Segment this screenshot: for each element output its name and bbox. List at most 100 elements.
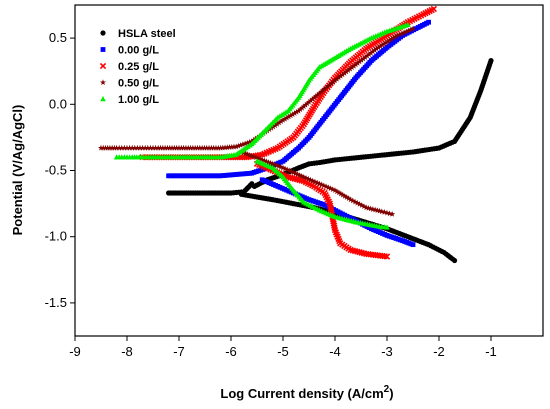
- data-point: [219, 144, 226, 151]
- data-point: [282, 165, 289, 172]
- data-point: [187, 144, 194, 151]
- data-point: [335, 74, 342, 81]
- data-point: [155, 144, 162, 151]
- data-point: [327, 185, 334, 192]
- data-point: [100, 144, 107, 151]
- data-point: [401, 29, 408, 36]
- data-point: [129, 144, 136, 151]
- data-point: [365, 51, 373, 58]
- data-point: [283, 114, 290, 121]
- y-tick-label: 0.5: [49, 30, 67, 45]
- data-point: [390, 34, 397, 41]
- data-point: [279, 116, 287, 123]
- data-point: [152, 144, 159, 151]
- data-point: [121, 144, 128, 151]
- data-point: [488, 58, 494, 64]
- data-point: [246, 151, 253, 158]
- data-point: [314, 91, 321, 98]
- data-point: [343, 68, 350, 75]
- legend-marker: [99, 62, 107, 70]
- data-point: [362, 54, 369, 60]
- data-point: [233, 143, 240, 150]
- data-point: [164, 144, 171, 151]
- data-point: [259, 156, 266, 163]
- data-point: [347, 65, 354, 72]
- data-point: [295, 107, 302, 114]
- data-point: [261, 157, 268, 164]
- data-point: [278, 118, 285, 125]
- data-point: [316, 180, 323, 187]
- data-point: [272, 122, 279, 129]
- data-point: [274, 120, 281, 127]
- data-point: [386, 37, 393, 43]
- data-point: [250, 153, 257, 160]
- data-point: [296, 172, 303, 178]
- data-point: [248, 152, 255, 159]
- x-tick-label: -9: [69, 344, 81, 359]
- data-point: [290, 169, 297, 176]
- data-point: [405, 21, 411, 28]
- data-point: [228, 143, 235, 150]
- data-point: [192, 144, 199, 151]
- legend-label: 0.25 g/L: [118, 61, 159, 73]
- data-point: [178, 144, 185, 151]
- data-point: [111, 144, 118, 151]
- data-point: [325, 83, 332, 89]
- data-point: [277, 163, 284, 170]
- data-point: [113, 144, 120, 151]
- legend: HSLA steel 0.00 g/L 0.25 g/L 0.50 g/L 1.00 g…: [99, 28, 176, 106]
- data-point: [289, 111, 296, 117]
- data-point: [358, 57, 365, 63]
- data-point: [173, 144, 180, 151]
- data-point: [369, 48, 376, 55]
- data-point: [123, 144, 131, 151]
- x-axis-title: Log Current density (A/cm2): [220, 384, 393, 401]
- data-point: [293, 108, 300, 115]
- data-point: [104, 144, 111, 151]
- x-tick-label: -5: [277, 344, 289, 359]
- data-point: [267, 159, 274, 166]
- data-point: [246, 138, 253, 145]
- data-point: [194, 144, 201, 151]
- data-point: [208, 144, 215, 151]
- data-point: [109, 144, 116, 151]
- data-point: [102, 144, 109, 151]
- legend-label: 0.50 g/L: [118, 78, 159, 90]
- legend-marker: [99, 79, 107, 86]
- data-point: [131, 144, 138, 151]
- data-point: [250, 136, 257, 143]
- data-point: [180, 144, 187, 151]
- data-point: [356, 200, 363, 207]
- x-tick-label: -8: [121, 344, 133, 359]
- data-point: [305, 175, 312, 182]
- y-axis-ticks: -1.5 -1.0 -0.5 0.0 0.5: [45, 30, 75, 310]
- data-point: [341, 70, 348, 76]
- data-point: [389, 210, 396, 217]
- data-point: [304, 100, 311, 107]
- data-point: [244, 139, 251, 146]
- data-point: [136, 144, 144, 151]
- data-point: [409, 25, 417, 32]
- data-point: [271, 161, 278, 168]
- data-point: [349, 197, 356, 204]
- data-point: [325, 184, 332, 191]
- data-point: [405, 27, 412, 34]
- data-point: [237, 141, 244, 148]
- data-point: [410, 242, 416, 248]
- data-point: [298, 172, 305, 179]
- data-point: [330, 78, 337, 85]
- data-point: [373, 45, 380, 52]
- data-point: [175, 144, 183, 151]
- legend-label: 0.00 g/L: [118, 45, 159, 57]
- data-point: [337, 190, 344, 197]
- data-point: [286, 167, 293, 174]
- data-point: [294, 171, 301, 177]
- data-point: [309, 95, 316, 102]
- data-point: [321, 85, 328, 92]
- data-point: [244, 151, 251, 157]
- x-tick-label: -6: [225, 344, 237, 359]
- data-point: [281, 115, 288, 122]
- data-point: [383, 39, 390, 46]
